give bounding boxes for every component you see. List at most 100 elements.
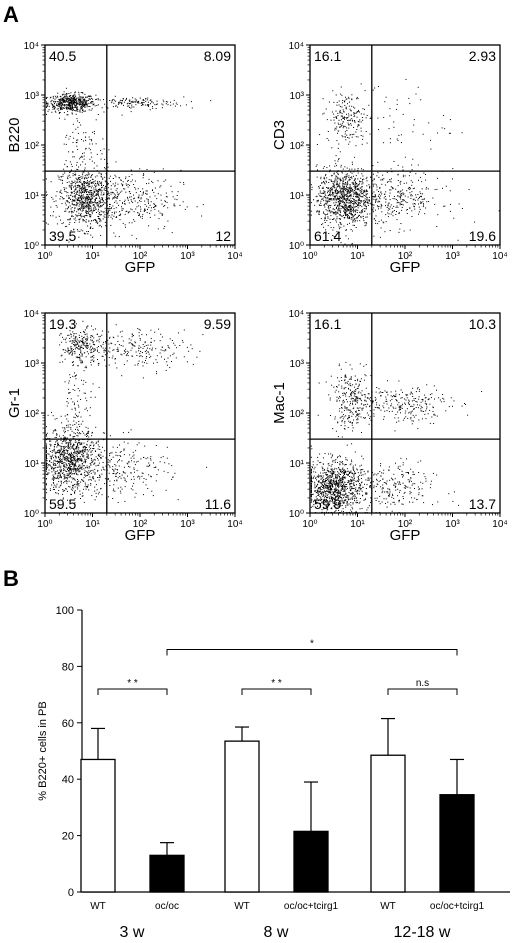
event-dot (57, 466, 59, 468)
event-dot (343, 202, 345, 204)
event-dot (67, 201, 69, 203)
event-dot (77, 444, 78, 445)
event-dot (339, 109, 341, 111)
event-dot (77, 435, 79, 437)
event-dot (453, 217, 455, 219)
event-dot (331, 175, 333, 177)
event-dot (95, 328, 96, 330)
event-dot (69, 172, 71, 174)
event-dot (78, 122, 80, 123)
event-dot (113, 99, 115, 101)
event-dot (364, 198, 366, 200)
event-dot (339, 126, 341, 128)
event-dot (321, 198, 323, 200)
event-dot (154, 104, 156, 106)
event-dot (356, 217, 357, 219)
event-dot (367, 199, 369, 201)
event-dot (61, 108, 63, 110)
event-dot (337, 191, 339, 193)
event-dot (336, 190, 338, 192)
event-dot (341, 215, 343, 217)
event-dot (85, 96, 87, 98)
event-dot (74, 372, 75, 374)
event-dot (60, 100, 62, 101)
event-dot (336, 218, 338, 220)
event-dot (96, 205, 98, 207)
event-dot (426, 201, 428, 203)
event-dot (380, 191, 382, 193)
x-tick-label: 10⁰ (37, 251, 52, 262)
event-dot (86, 333, 88, 335)
event-dot (77, 388, 79, 389)
event-dot (385, 201, 387, 203)
event-dot (152, 107, 154, 109)
event-dot (82, 456, 84, 458)
event-dot (365, 216, 367, 218)
event-dot (346, 173, 348, 175)
event-dot (91, 211, 93, 213)
event-dot (82, 184, 84, 186)
event-dot (342, 180, 344, 182)
event-dot (120, 345, 122, 346)
event-dot (347, 117, 349, 119)
event-dot (46, 97, 47, 99)
event-dot (105, 342, 107, 344)
event-dot (354, 120, 355, 121)
event-dot (397, 206, 399, 208)
event-dot (356, 206, 358, 207)
event-dot (357, 184, 359, 186)
event-dot (89, 407, 91, 409)
event-dot (92, 355, 93, 357)
event-dot (82, 230, 84, 232)
event-dot (413, 205, 415, 207)
event-dot (137, 212, 139, 214)
event-dot (60, 437, 62, 439)
event-dot (143, 362, 145, 364)
event-dot (360, 191, 362, 193)
event-dot (75, 113, 77, 115)
event-dot (396, 138, 398, 140)
event-dot (64, 202, 66, 204)
event-dot (343, 208, 345, 210)
event-dot (353, 211, 355, 213)
event-dot (50, 445, 52, 447)
event-dot (92, 236, 94, 238)
event-dot (83, 192, 85, 194)
event-dot (403, 182, 405, 184)
event-dot (69, 461, 71, 463)
event-dot (140, 355, 142, 357)
event-dot (329, 200, 331, 202)
event-dot (76, 141, 78, 143)
event-dot (339, 182, 341, 184)
event-dot (85, 209, 87, 211)
event-dot (173, 352, 175, 354)
event-dot (361, 189, 363, 191)
event-dot (70, 454, 72, 456)
event-dot (58, 106, 60, 108)
event-dot (75, 198, 77, 200)
event-dot (84, 101, 86, 103)
event-dot (420, 202, 422, 204)
event-dot (119, 99, 121, 101)
x-tick-label: 10² (133, 251, 148, 262)
event-dot (101, 183, 102, 185)
event-dot (99, 214, 101, 215)
event-dot (90, 447, 92, 449)
event-dot (383, 116, 385, 118)
event-dot (88, 109, 90, 111)
event-dot (357, 185, 359, 187)
event-dot (78, 93, 80, 95)
event-dot (89, 208, 91, 210)
event-dot (68, 388, 70, 390)
event-dot (93, 337, 95, 339)
event-dot (386, 171, 388, 173)
event-dot (52, 198, 54, 200)
event-dot (348, 143, 350, 145)
event-dot (119, 101, 121, 103)
event-dot (73, 110, 75, 111)
event-dot (68, 380, 70, 382)
event-dot (449, 190, 451, 192)
event-dot (75, 97, 77, 99)
event-dot (345, 98, 347, 100)
event-dot (51, 471, 53, 473)
